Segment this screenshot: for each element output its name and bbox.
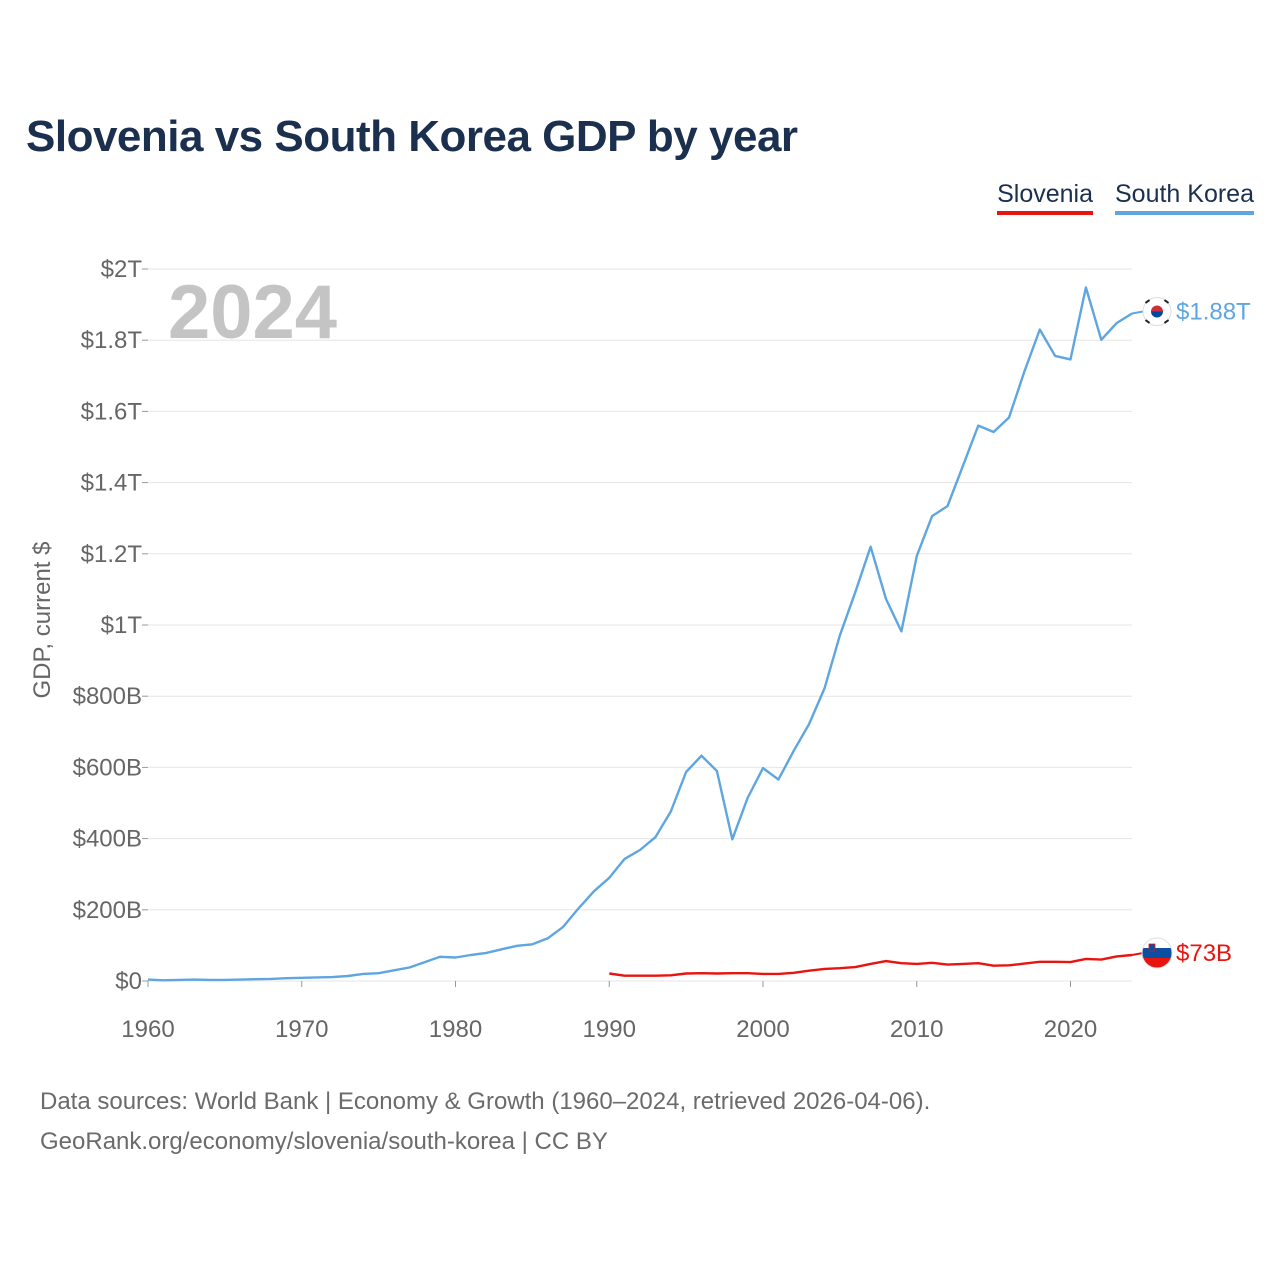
series: [147, 286, 1133, 982]
x-tick-label: 1980: [429, 1016, 482, 1043]
south-korea-flag-icon: [1142, 297, 1172, 326]
x-axis: 1960 1970 1980 1990 2000 2010 2020: [121, 981, 1097, 1043]
source-line-2[interactable]: GeoRank.org/economy/slovenia/south-korea…: [40, 1128, 608, 1155]
series-line-south-korea[interactable]: [147, 286, 1133, 982]
y-tick-label: $1T: [101, 612, 143, 639]
x-tick-label: 2000: [736, 1016, 789, 1043]
x-tick-label: 1990: [583, 1016, 636, 1043]
south-korea-end-value: $1.88T: [1176, 299, 1251, 326]
x-tick-label: 2020: [1044, 1016, 1097, 1043]
y-tick-label: $600B: [73, 754, 142, 781]
y-tick-label: $800B: [73, 683, 142, 710]
slovenia-connector-line: [1131, 952, 1144, 956]
south-korea-connector-line: [1131, 310, 1144, 315]
source-line-1: Data sources: World Bank | Economy & Gro…: [40, 1088, 931, 1115]
legend-item-slovenia[interactable]: Slovenia: [997, 180, 1093, 215]
gridlines: [148, 268, 1132, 982]
slovenia-end-marker: $73B: [1131, 937, 1232, 969]
x-tick-label: 2010: [890, 1016, 943, 1043]
y-tick-label: $0: [115, 968, 142, 995]
source-note: Data sources: World Bank | Economy & Gro…: [40, 1082, 930, 1162]
y-tick-label: $1.4T: [81, 470, 143, 497]
y-tick-label: $1.8T: [81, 327, 143, 354]
series-line-slovenia[interactable]: [609, 953, 1133, 977]
legend-item-south-korea[interactable]: South Korea: [1115, 180, 1254, 215]
slovenia-end-value: $73B: [1176, 940, 1232, 967]
y-tick-label: $2T: [101, 256, 143, 283]
x-tick-label: 1960: [121, 1016, 174, 1043]
legend-label-slovenia: Slovenia: [997, 180, 1093, 208]
legend-label-south-korea: South Korea: [1115, 180, 1254, 208]
y-tick-label: $1.6T: [81, 398, 143, 425]
legend: Slovenia South Korea: [997, 180, 1254, 215]
y-tick-label: $1.2T: [81, 541, 143, 568]
line-chart: $0 $200B $400B $600B $800B $1T $1.2T $1.4T $1.6T…: [29, 256, 1251, 1043]
y-tick-label: $400B: [73, 826, 142, 853]
current-year-watermark: 2024: [168, 270, 337, 355]
y-tick-label: $200B: [73, 897, 142, 924]
y-axis: $0 $200B $400B $600B $800B $1T $1.2T $1.4T $1.6T…: [73, 256, 148, 995]
slovenia-flag-icon: [1141, 937, 1173, 969]
x-tick-label: 1970: [275, 1016, 328, 1043]
chart-title: Slovenia vs South Korea GDP by year: [26, 112, 798, 161]
south-korea-end-marker: $1.88T: [1131, 297, 1251, 326]
y-axis-label: GDP, current $: [29, 542, 56, 699]
